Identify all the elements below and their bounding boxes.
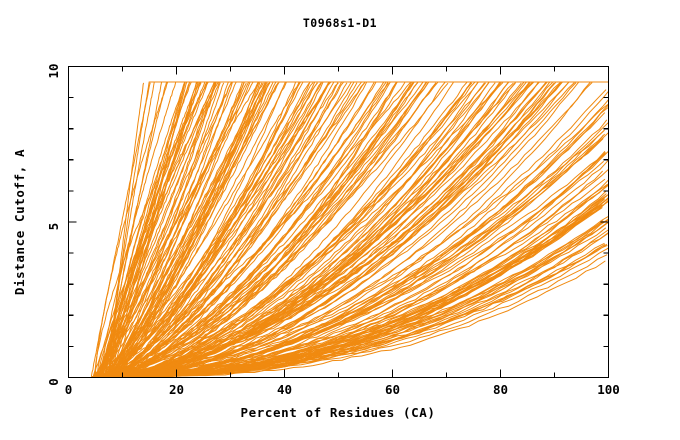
data-curve — [111, 82, 270, 378]
data-curve — [103, 81, 609, 378]
x-tick-label: 100 — [597, 382, 620, 397]
data-curve — [114, 81, 322, 378]
data-curve — [97, 244, 606, 378]
data-curve — [98, 98, 609, 378]
data-curve — [109, 81, 609, 378]
data-curve — [107, 81, 609, 378]
data-curve — [101, 82, 314, 378]
data-curve — [96, 82, 200, 377]
data-curve — [108, 82, 198, 377]
data-curve — [102, 82, 415, 378]
data-curve — [99, 81, 217, 378]
data-curve — [105, 81, 609, 378]
data-curve — [104, 193, 607, 378]
data-curve — [107, 82, 266, 378]
x-axis-ticks — [121, 66, 556, 378]
x-axis-label: Percent of Residues (CA) — [240, 405, 435, 420]
data-curve — [109, 81, 609, 378]
data-curve — [98, 103, 609, 378]
data-curve — [101, 81, 609, 378]
data-curve — [99, 82, 437, 378]
data-curve — [99, 81, 609, 378]
x-axis-tick-labels: 0 20 40 60 80 100 — [65, 382, 620, 397]
x-tick-label: 40 — [277, 382, 292, 397]
data-curve — [92, 89, 607, 378]
data-curve — [93, 82, 449, 377]
data-curve — [110, 81, 609, 378]
data-curve — [110, 82, 348, 378]
data-curve — [90, 82, 151, 377]
data-curve — [98, 82, 437, 378]
y-tick-label: 5 — [46, 223, 61, 231]
data-curve — [109, 81, 609, 378]
data-curve — [95, 81, 232, 378]
data-curve — [108, 81, 609, 378]
data-curve — [94, 82, 419, 378]
x-tick-label: 20 — [169, 382, 184, 397]
data-curve — [95, 219, 609, 378]
data-curve — [107, 168, 609, 378]
x-tick-label: 80 — [493, 382, 508, 397]
data-curve — [114, 81, 301, 378]
data-curve — [107, 81, 609, 377]
y-axis-label: Distance Cutoff, A — [12, 149, 27, 295]
y-tick-label: 10 — [46, 63, 61, 78]
data-curve — [101, 81, 609, 378]
data-curve — [99, 81, 547, 377]
data-curve — [106, 81, 609, 378]
data-curve — [101, 178, 606, 378]
data-curve — [99, 81, 609, 378]
y-axis-ticks — [68, 96, 609, 347]
data-curve — [106, 82, 339, 378]
data-curve — [106, 82, 225, 377]
data-curve — [95, 81, 609, 378]
data-curve — [107, 81, 609, 378]
y-tick-label: 0 — [46, 378, 61, 386]
x-tick-label: 0 — [65, 382, 73, 397]
data-curve — [95, 81, 609, 377]
data-curve — [111, 244, 608, 378]
data-curves-group — [90, 81, 609, 378]
data-curve — [110, 81, 609, 378]
data-curve — [113, 81, 429, 378]
data-curve — [107, 81, 609, 378]
data-curve — [91, 81, 609, 378]
data-curve — [93, 81, 609, 378]
data-curve — [98, 81, 609, 378]
data-curve — [106, 81, 609, 378]
data-curve — [92, 81, 609, 378]
data-curve — [104, 82, 358, 378]
y-axis-tick-labels: 0 5 10 — [46, 63, 61, 385]
chart-title: T0968s1-D1 — [302, 16, 378, 30]
data-curve — [107, 82, 167, 378]
data-curve — [106, 81, 609, 378]
data-curve — [105, 81, 609, 378]
data-curve — [102, 82, 389, 378]
data-curve — [108, 82, 490, 378]
data-curve — [95, 82, 271, 378]
data-curve — [107, 81, 609, 378]
data-curve — [100, 81, 609, 378]
data-curve — [109, 82, 279, 378]
data-curve — [102, 81, 609, 378]
data-curve — [100, 81, 186, 378]
x-tick-label: 60 — [385, 382, 400, 397]
